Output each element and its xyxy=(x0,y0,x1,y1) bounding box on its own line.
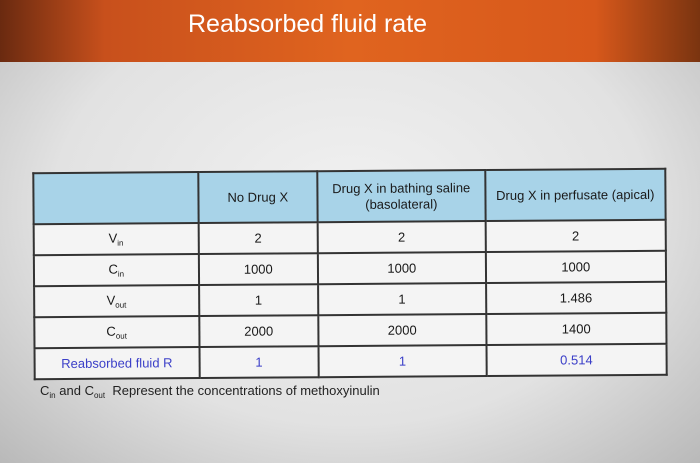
row-label: Cin xyxy=(33,254,199,287)
cell: 2 xyxy=(485,219,666,253)
header-basolateral: Drug X in bathing saline (basolateral) xyxy=(317,170,486,223)
result-row: Reabsorbed fluid R 1 1 0.514 xyxy=(34,343,667,380)
row-label: Reabsorbed fluid R xyxy=(34,347,200,380)
title-band: Reabsorbed fluid rate xyxy=(0,0,700,62)
row-label: Vin xyxy=(33,223,199,256)
cell: 1 xyxy=(318,345,487,378)
row-label: Cout xyxy=(34,316,200,349)
cell: 1400 xyxy=(485,312,667,346)
header-row: No Drug X Drug X in bathing saline (baso… xyxy=(33,168,666,225)
header-no-drug: No Drug X xyxy=(197,171,318,224)
cell: 1 xyxy=(318,283,486,316)
table-row: Cout 2000 2000 1400 xyxy=(34,312,667,349)
cell: 2000 xyxy=(198,315,319,348)
header-empty xyxy=(33,172,199,225)
cell: 2000 xyxy=(318,314,487,347)
data-table: No Drug X Drug X in bathing saline (baso… xyxy=(32,168,667,380)
cell: 1000 xyxy=(485,250,667,284)
cell: 1 xyxy=(198,284,319,317)
cell: 1.486 xyxy=(485,281,667,315)
cell: 1 xyxy=(199,346,319,379)
slide-title: Reabsorbed fluid rate xyxy=(188,10,428,38)
row-label: Vout xyxy=(34,285,199,318)
cell: 2 xyxy=(317,221,486,254)
table-row: Vout 1 1 1.486 xyxy=(34,281,667,318)
footnote: Cin and Cout Represent the concentration… xyxy=(40,383,380,400)
cell: 1000 xyxy=(317,252,486,285)
table-row: Vin 2 2 2 xyxy=(33,219,666,256)
cell: 0.514 xyxy=(486,343,667,377)
table-row: Cin 1000 1000 1000 xyxy=(33,250,667,287)
header-apical: Drug X in perfusate (apical) xyxy=(484,168,666,222)
cell: 1000 xyxy=(198,253,319,286)
cell: 2 xyxy=(198,222,318,255)
